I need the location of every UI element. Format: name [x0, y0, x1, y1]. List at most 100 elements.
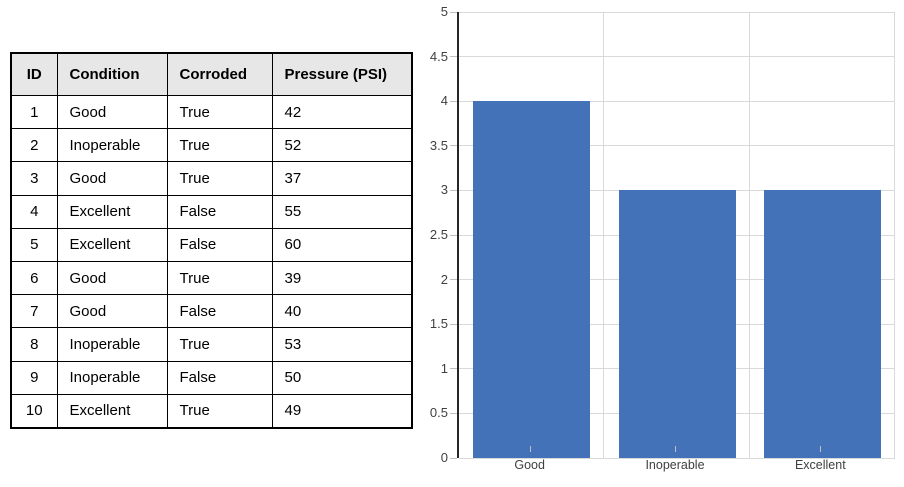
table-cell: 6	[10, 260, 58, 296]
bar-inoperable	[618, 190, 736, 458]
table-cell: 53	[271, 327, 413, 362]
x-axis-tick-label: Good	[514, 458, 545, 472]
y-axis-tick-label: 2	[440, 271, 448, 287]
table-row: 5 Excellent False 60	[10, 227, 413, 262]
y-axis-tick-label: 3.5	[429, 137, 448, 153]
data-table-container: ID Condition Corroded Pressure (PSI) 1 Good T…	[10, 52, 413, 429]
y-axis-tick-label: 0	[440, 450, 448, 465]
vertical-gridline	[894, 12, 895, 458]
horizontal-gridline	[459, 11, 895, 13]
table-cell: 4	[10, 194, 58, 229]
table-cell: 37	[271, 161, 413, 196]
table-cell: 50	[271, 360, 413, 395]
x-axis-tick-label: Inoperable	[645, 458, 705, 472]
table-row: 4 Excellent False 55	[10, 194, 413, 229]
table-cell: 60	[271, 227, 413, 262]
table-cell: False	[166, 294, 273, 329]
table-cell: 49	[271, 393, 413, 429]
y-axis-tick-label: 4.5	[429, 48, 448, 64]
table-cell: True	[166, 161, 273, 196]
bar-good	[473, 101, 591, 458]
table-cell: Good	[56, 161, 168, 196]
chart-plot-area	[450, 11, 895, 459]
y-axis-tick-label: 1	[440, 360, 448, 376]
table-cell: 2	[10, 128, 58, 163]
y-axis-tick	[450, 189, 457, 191]
table-cell: Inoperable	[56, 360, 168, 395]
y-axis-tick-label: 0.5	[429, 405, 448, 421]
table-header-cell: ID	[10, 52, 58, 96]
table-cell: Inoperable	[56, 128, 168, 163]
table-row: 3 Good True 37	[10, 161, 413, 196]
table-cell: 7	[10, 294, 58, 329]
table-cell: Excellent	[56, 194, 168, 229]
table-cell: 52	[271, 128, 413, 163]
table-body: 1 Good True 42 2 Inoperable True 52 3 Good True 37 4…	[10, 94, 413, 429]
table-row: 7 Good False 40	[10, 294, 413, 329]
x-axis-tick	[675, 446, 676, 452]
table-cell: Excellent	[56, 393, 168, 429]
table-cell: 8	[10, 327, 58, 362]
table-cell: Good	[56, 94, 168, 130]
vertical-gridline	[603, 12, 605, 458]
table-row: 6 Good True 39	[10, 260, 413, 296]
table-cell: True	[166, 260, 273, 296]
y-axis-tick	[450, 11, 457, 13]
table-header-cell: Condition	[56, 52, 168, 96]
y-axis-tick	[450, 323, 457, 325]
table-row: 9 Inoperable False 50	[10, 360, 413, 395]
table-cell: 10	[10, 393, 58, 429]
table-cell: False	[166, 360, 273, 395]
table-cell: 1	[10, 94, 58, 130]
horizontal-gridline	[459, 457, 895, 459]
table-header-cell: Pressure (PSI)	[271, 52, 413, 96]
y-axis-tick	[450, 457, 457, 459]
pipe-data-table: ID Condition Corroded Pressure (PSI) 1 Good T…	[10, 52, 413, 429]
table-row: 2 Inoperable True 52	[10, 128, 413, 163]
table-cell: False	[166, 194, 273, 229]
vertical-gridline	[748, 12, 750, 458]
y-axis-tick	[450, 145, 457, 147]
y-axis-tick-label: 5	[440, 4, 448, 19]
horizontal-gridline	[459, 189, 895, 191]
table-head: ID Condition Corroded Pressure (PSI)	[10, 52, 413, 96]
table-row: 10 Excellent True 49	[10, 393, 413, 429]
table-cell: 5	[10, 227, 58, 262]
y-axis-tick	[450, 368, 457, 370]
horizontal-gridline	[459, 145, 895, 147]
x-axis-tick-label: Excellent	[794, 458, 846, 472]
x-axis-tick	[820, 446, 822, 452]
horizontal-gridline	[459, 56, 895, 58]
table-cell: Good	[56, 260, 168, 296]
y-axis-tick-label: 4	[440, 93, 448, 109]
table-cell: Inoperable	[56, 327, 168, 362]
y-axis-tick	[450, 279, 457, 281]
table-row: 8 Inoperable True 53	[10, 327, 413, 362]
table-cell: True	[166, 393, 273, 429]
table-cell: True	[166, 94, 273, 130]
table-cell: 3	[10, 161, 58, 196]
y-axis-tick	[450, 234, 457, 236]
y-axis-tick	[450, 412, 457, 414]
y-axis-tick-label: 3	[440, 182, 448, 198]
table-row: 1 Good True 42	[10, 94, 413, 130]
table-cell: 40	[271, 294, 413, 329]
table-cell: 55	[271, 194, 413, 229]
y-axis-tick-label: 1.5	[429, 316, 448, 332]
bar-excellent	[763, 190, 881, 458]
table-cell: 39	[271, 260, 413, 296]
table-cell: Good	[56, 294, 168, 329]
x-axis-tick	[529, 446, 531, 452]
table-cell: True	[166, 327, 273, 362]
y-axis-tick-label: 2.5	[429, 227, 448, 242]
table-header-row: ID Condition Corroded Pressure (PSI)	[10, 52, 413, 96]
bar-chart: 5 4.5 4 3.5 3 2.5 2 1.5 1 0.5 0 Good Inoperable Excel…	[430, 0, 904, 487]
table-cell: True	[166, 128, 273, 163]
table-header-cell: Corroded	[166, 52, 273, 96]
table-cell: False	[166, 227, 273, 262]
table-cell: Excellent	[56, 227, 168, 262]
y-axis-tick	[450, 56, 457, 58]
horizontal-gridline	[459, 100, 895, 102]
y-axis-tick	[450, 100, 457, 102]
